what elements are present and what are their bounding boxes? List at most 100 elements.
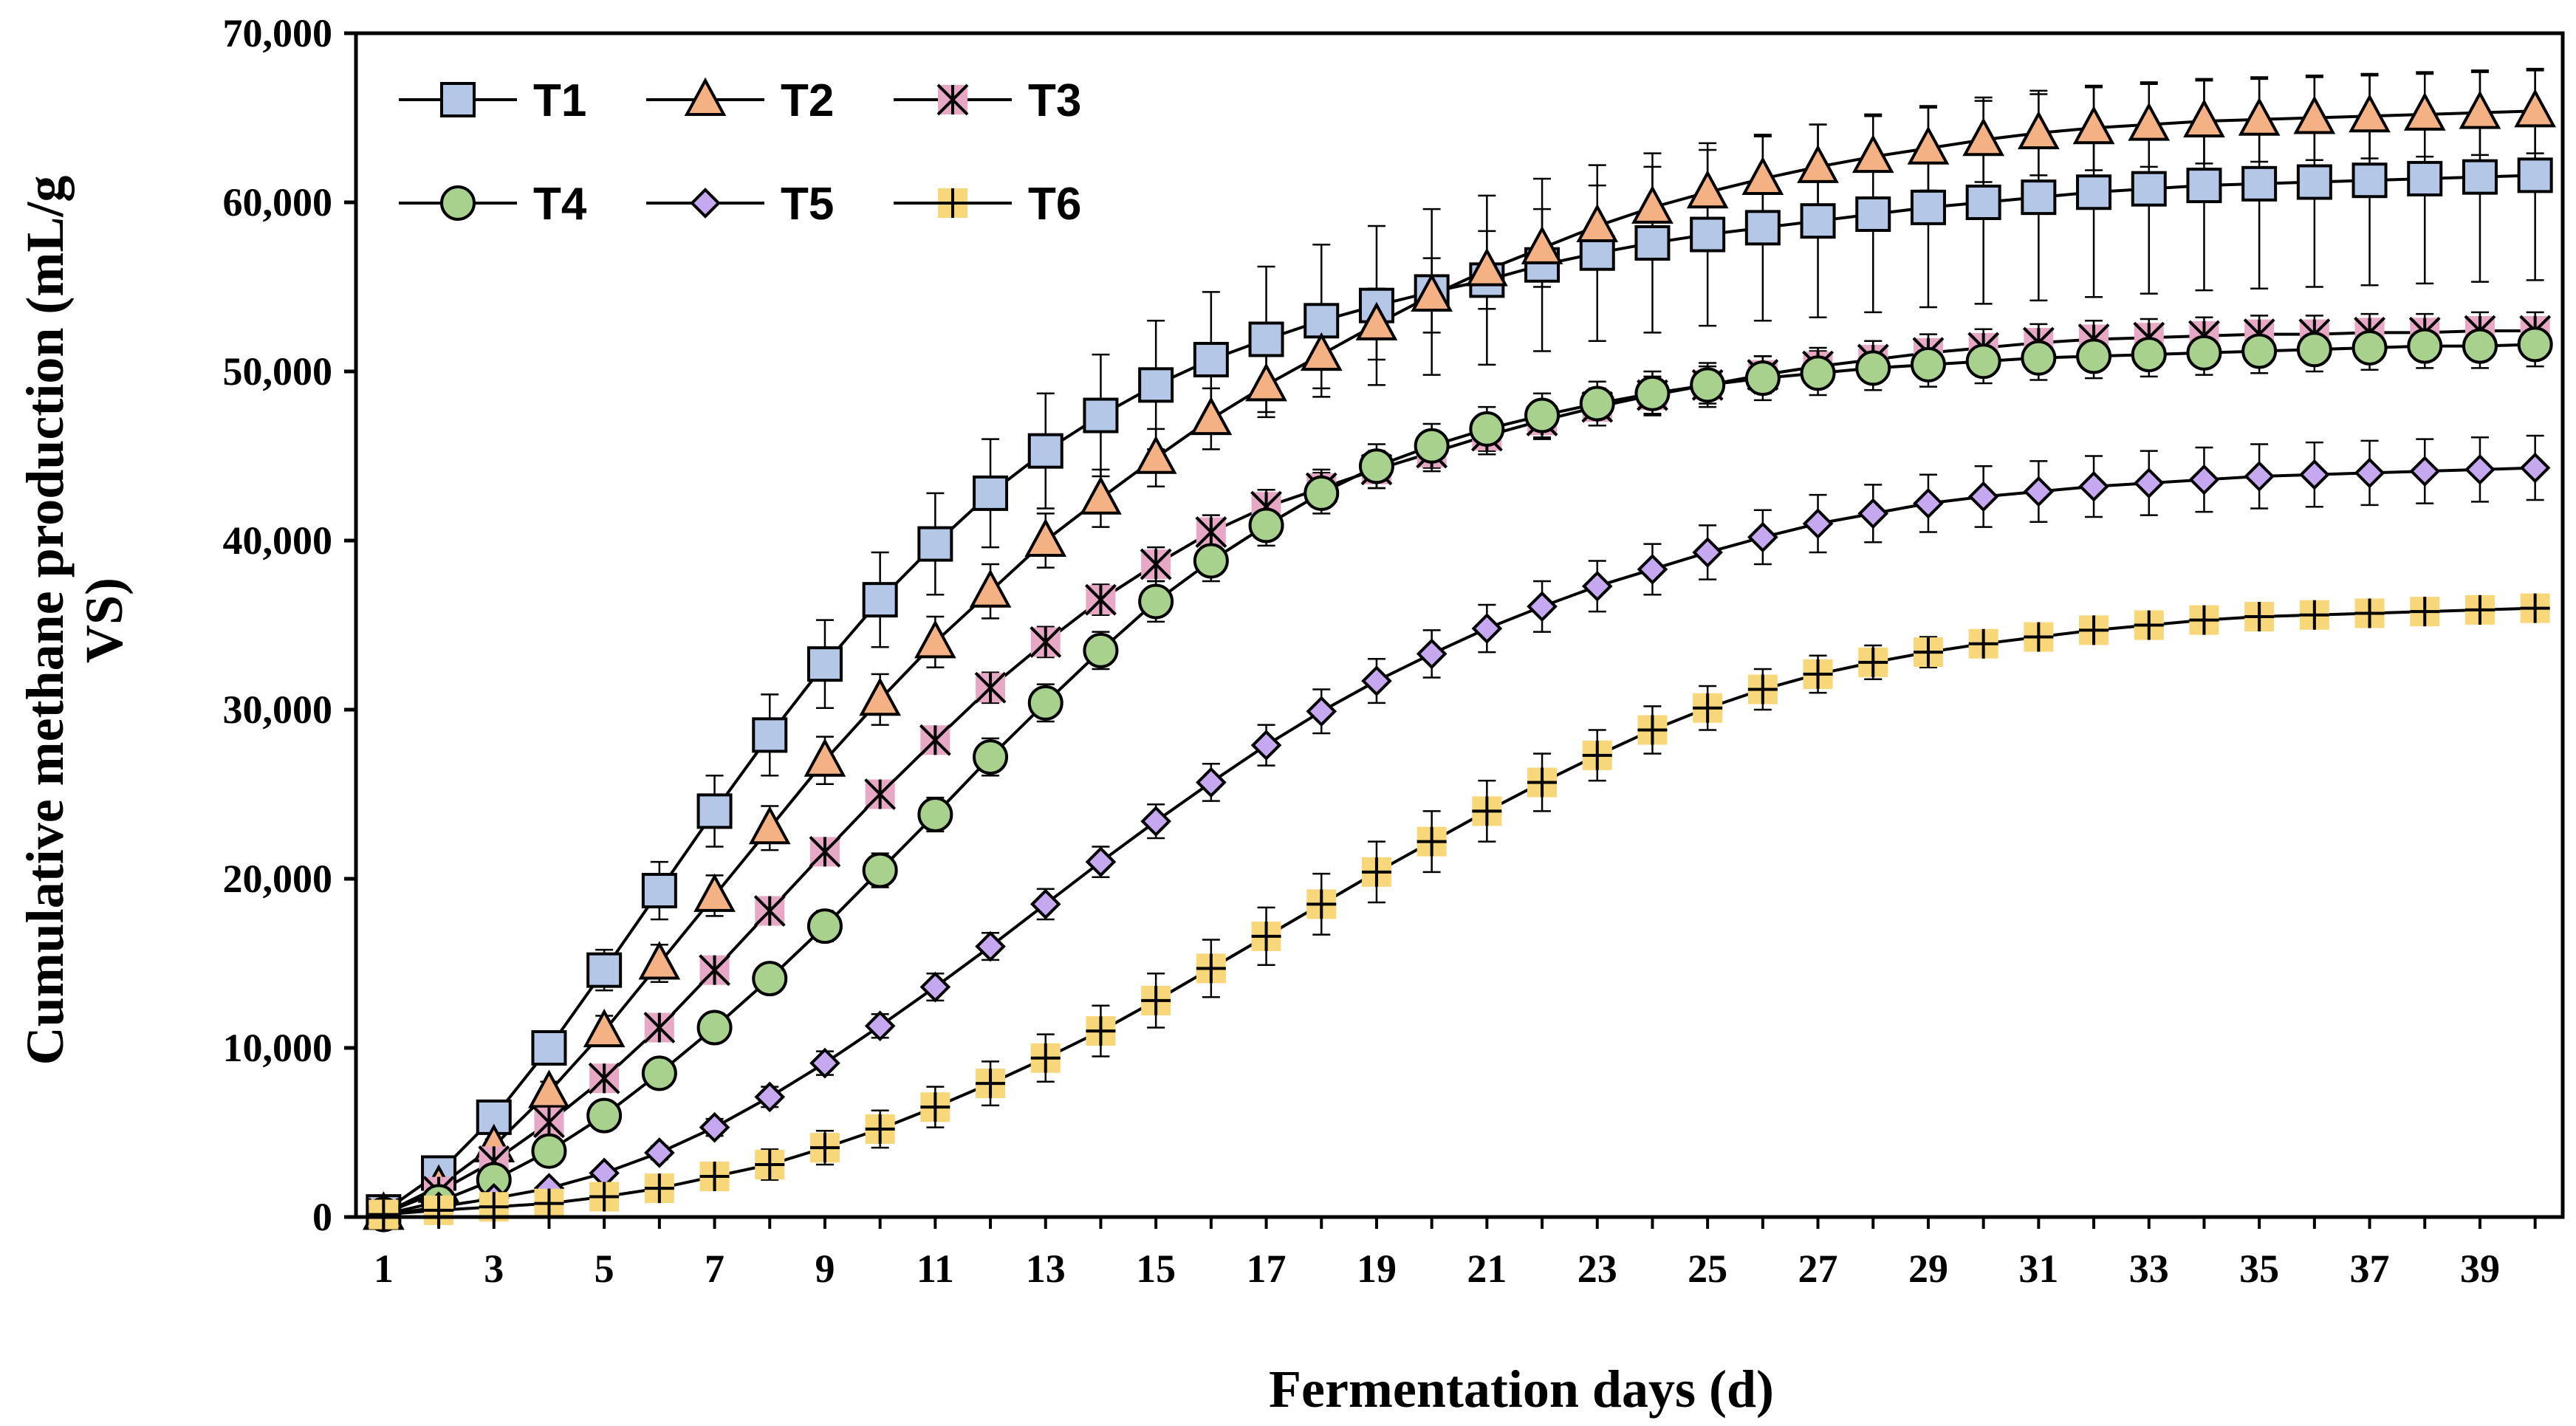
marker-cross bbox=[1195, 516, 1227, 548]
legend-label-t1: T1 bbox=[533, 75, 586, 126]
t6-data-point bbox=[809, 1133, 840, 1163]
marker-plus bbox=[2410, 597, 2440, 627]
marker-cross bbox=[533, 1106, 565, 1139]
t4-data-point bbox=[1027, 685, 1063, 721]
t6-data-point bbox=[1803, 659, 1833, 689]
t5-data-point bbox=[1913, 487, 1944, 519]
x-tick-label: 23 bbox=[1578, 1247, 1617, 1291]
t6-data-point bbox=[920, 1092, 950, 1122]
x-tick-label: 17 bbox=[1247, 1247, 1287, 1291]
t6-data-point bbox=[1086, 1016, 1116, 1046]
legend-marker-t4 bbox=[440, 185, 476, 221]
t6-data-point bbox=[1582, 740, 1612, 770]
marker-plus bbox=[976, 1069, 1006, 1099]
t4-series-line bbox=[383, 343, 2535, 1216]
t5-data-point bbox=[1030, 888, 1061, 920]
t6-data-point bbox=[2244, 602, 2275, 632]
t1-data-point bbox=[862, 582, 898, 618]
t2-data-point bbox=[1686, 170, 1729, 209]
t6-data-point bbox=[2134, 610, 2164, 640]
marker-plus bbox=[1693, 693, 1723, 723]
t1-data-point bbox=[2131, 171, 2167, 207]
t5-data-point bbox=[1140, 806, 1171, 837]
marker-plus bbox=[2299, 600, 2329, 630]
legend-label-t6: T6 bbox=[1028, 179, 1081, 230]
t4-data-point bbox=[2076, 338, 2112, 374]
series-lines-layer bbox=[383, 109, 2535, 1217]
marker-plus bbox=[1858, 647, 1888, 677]
t5-data-point bbox=[1471, 613, 1503, 644]
marker-plus bbox=[1306, 889, 1337, 919]
t5-data-point bbox=[1747, 521, 1778, 553]
t6-data-point bbox=[1306, 889, 1337, 919]
t4-data-point bbox=[917, 796, 953, 832]
t2-data-point bbox=[638, 941, 681, 980]
t1-data-point bbox=[1304, 303, 1340, 339]
t5-data-point bbox=[919, 971, 951, 1003]
t1-data-point bbox=[1800, 203, 1836, 239]
t5-data-point bbox=[1802, 508, 1834, 539]
t5-data-point bbox=[644, 1137, 675, 1168]
t5-data-point bbox=[864, 1010, 896, 1042]
markers-layer bbox=[362, 89, 2557, 1233]
t3-data-point bbox=[1030, 625, 1062, 658]
t5-data-point bbox=[2133, 467, 2165, 498]
t5-data-point bbox=[2023, 476, 2055, 507]
legend-marker-t3 bbox=[936, 83, 969, 116]
t2-data-point bbox=[1631, 185, 1674, 224]
t1-data-point bbox=[2407, 160, 2443, 196]
legend-item-t2: T2 bbox=[646, 75, 834, 126]
t5-data-point bbox=[1857, 498, 1889, 529]
y-tick-label: 50,000 bbox=[223, 349, 333, 394]
x-tick-label: 3 bbox=[484, 1247, 504, 1291]
t5-data-point bbox=[2078, 470, 2109, 502]
t1-data-point bbox=[1083, 397, 1119, 433]
marker-plus bbox=[699, 1162, 730, 1192]
t6-data-point bbox=[644, 1173, 674, 1204]
t6-data-point bbox=[2189, 605, 2219, 635]
t6-data-point bbox=[1913, 637, 1943, 668]
t1-data-point bbox=[2462, 159, 2498, 195]
t2-data-point bbox=[804, 738, 846, 777]
y-axis-title-line-2: VS) bbox=[75, 577, 134, 663]
t2-data-point bbox=[1962, 117, 2005, 157]
t1-data-point bbox=[1027, 433, 1063, 469]
marker-plus bbox=[1968, 628, 1998, 659]
t2-data-point bbox=[528, 1069, 570, 1108]
marker-cross bbox=[1085, 583, 1117, 616]
t1-data-point bbox=[2076, 174, 2112, 210]
x-tick-label: 1 bbox=[374, 1247, 394, 1291]
t2-data-point bbox=[2293, 95, 2336, 134]
t2-data-point bbox=[1300, 332, 1343, 371]
t3-data-point bbox=[864, 778, 897, 810]
x-tick-label: 11 bbox=[917, 1247, 954, 1291]
t2-data-point bbox=[748, 806, 791, 845]
t3-data-point bbox=[533, 1106, 565, 1139]
marker-plus bbox=[1086, 1016, 1116, 1046]
t2-data-point bbox=[2128, 102, 2171, 141]
t5-data-point bbox=[1085, 846, 1117, 877]
t1-data-point bbox=[806, 646, 843, 682]
t6-data-point bbox=[1693, 693, 1723, 723]
marker-plus bbox=[2464, 594, 2495, 625]
t6-data-point bbox=[1141, 985, 1171, 1015]
t6-data-point bbox=[1361, 857, 1391, 887]
legend-marker-t2 bbox=[684, 77, 727, 116]
marker-cross bbox=[974, 671, 1007, 704]
legend-label-t5: T5 bbox=[781, 179, 834, 230]
t1-series-line bbox=[383, 174, 2535, 1213]
marker-plus bbox=[2244, 602, 2275, 632]
marker-plus bbox=[1417, 826, 1447, 857]
t6-data-point bbox=[1637, 715, 1668, 745]
t2-data-point bbox=[583, 1008, 626, 1048]
t2-data-point bbox=[693, 873, 736, 912]
marker-cross bbox=[919, 724, 951, 756]
x-tick-label: 19 bbox=[1357, 1247, 1397, 1291]
axes-layer bbox=[344, 31, 2565, 1229]
t1-data-point bbox=[2241, 165, 2278, 202]
t2-data-point bbox=[2403, 92, 2446, 131]
t4-data-point bbox=[2021, 340, 2057, 376]
t5-data-point bbox=[1416, 638, 1448, 670]
t4-data-point bbox=[2517, 326, 2553, 363]
t2-data-point bbox=[1576, 203, 1619, 243]
